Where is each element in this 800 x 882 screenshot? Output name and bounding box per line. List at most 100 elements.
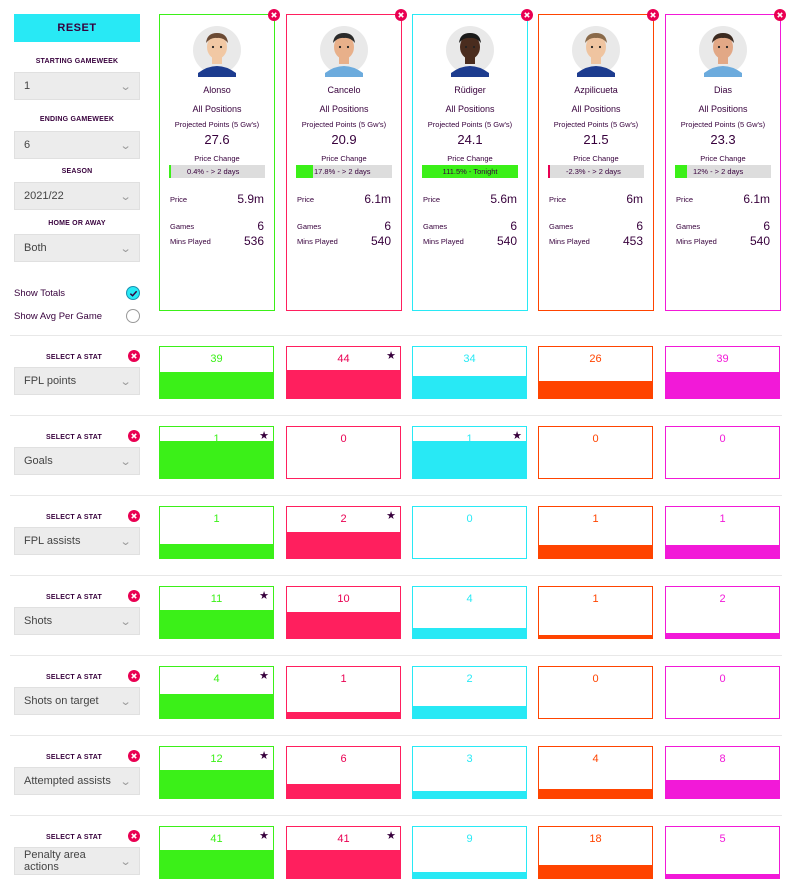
remove-stat-icon[interactable] <box>128 510 140 522</box>
star-icon: ★ <box>259 830 269 842</box>
chevron-down-icon: ⌄ <box>119 80 132 93</box>
projected-label: Projected Points (5 Gw's) <box>553 120 639 129</box>
projected-points: 23.3 <box>710 132 736 147</box>
price-value: 5.6m <box>490 192 517 206</box>
remove-player-icon[interactable] <box>395 9 407 21</box>
row-divider <box>10 735 782 736</box>
stat-tile: 12 ★ <box>159 746 274 799</box>
star-icon: ★ <box>386 830 396 842</box>
stat-fill-bar <box>413 791 526 798</box>
stat-select[interactable]: Shots on target ⌄ <box>14 687 140 715</box>
games-row: Games 6 <box>287 219 401 233</box>
stat-tile: 1 <box>665 506 780 559</box>
remove-stat-icon[interactable] <box>128 350 140 362</box>
stat-fill-bar <box>160 610 273 638</box>
projected-label: Projected Points (5 Gw's) <box>174 120 260 129</box>
stat-fill-bar <box>287 612 400 638</box>
stat-tile: 39 <box>159 346 274 399</box>
remove-stat-icon[interactable] <box>128 430 140 442</box>
player-name: Azpilicueta <box>574 85 618 95</box>
stat-value: 0 <box>592 673 599 685</box>
stat-select-value: Shots <box>24 615 53 627</box>
remove-stat-icon[interactable] <box>128 830 140 842</box>
games-value: 6 <box>763 219 770 233</box>
stat-select[interactable]: Goals ⌄ <box>14 447 140 475</box>
price-row: Price 6.1m <box>287 192 401 206</box>
stat-select-value: Attempted assists <box>24 775 111 787</box>
remove-stat-icon[interactable] <box>128 590 140 602</box>
stat-value: 0 <box>719 673 726 685</box>
remove-stat-icon[interactable] <box>128 750 140 762</box>
ending-gameweek-select[interactable]: 6 ⌄ <box>14 131 140 159</box>
stat-fill-bar <box>666 545 779 558</box>
projected-label: Projected Points (5 Gw's) <box>680 120 766 129</box>
show-avg-toggle[interactable]: Show Avg Per Game <box>14 307 140 325</box>
stat-fill-bar <box>413 376 526 398</box>
stat-fill-bar <box>160 850 273 878</box>
home-away-select[interactable]: Both ⌄ <box>14 234 140 262</box>
price-change-label: Price Change <box>700 154 746 163</box>
remove-player-icon[interactable] <box>647 9 659 21</box>
checkmark-icon[interactable] <box>126 286 140 300</box>
stat-tile: 4 <box>538 746 653 799</box>
stat-tile: 6 <box>286 746 401 799</box>
remove-player-icon[interactable] <box>521 9 533 21</box>
select-stat-label: SELECT A STAT <box>46 754 102 761</box>
stat-tile: 41 ★ <box>159 826 274 879</box>
remove-player-icon[interactable] <box>268 9 280 21</box>
projected-points: 20.9 <box>331 132 357 147</box>
player-name: Dias <box>713 85 732 95</box>
remove-stat-icon[interactable] <box>128 670 140 682</box>
stat-value: 34 <box>463 353 476 365</box>
stat-select[interactable]: FPL points ⌄ <box>14 367 140 395</box>
show-totals-label: Show Totals <box>14 287 66 299</box>
stat-fill-bar <box>160 544 273 558</box>
stat-tile: 34 <box>412 346 527 399</box>
select-stat-label: SELECT A STAT <box>46 594 102 601</box>
show-avg-label: Show Avg Per Game <box>14 310 103 322</box>
stat-value: 8 <box>719 753 726 765</box>
stat-select[interactable]: FPL assists ⌄ <box>14 527 140 555</box>
player-card: Dias All Positions Projected Points (5 G… <box>665 9 786 311</box>
stat-select[interactable]: Attempted assists ⌄ <box>14 767 140 795</box>
stat-value: 4 <box>592 753 599 765</box>
price-change-text: 12% - > 2 days <box>693 167 744 176</box>
stat-value: 1 <box>340 673 347 685</box>
mins-row: Mins Played 540 <box>287 234 401 248</box>
stat-value: 3 <box>466 753 473 765</box>
starting-gameweek-select[interactable]: 1 ⌄ <box>14 72 140 100</box>
price-value: 5.9m <box>237 192 264 206</box>
chevron-down-icon: ⌄ <box>119 375 132 388</box>
stat-value: 4 <box>213 673 220 685</box>
stat-tile: 26 <box>538 346 653 399</box>
player-card: Rüdiger All Positions Projected Points (… <box>412 9 533 311</box>
radio-icon[interactable] <box>126 309 140 323</box>
games-value: 6 <box>636 219 643 233</box>
price-row: Price 5.9m <box>160 192 274 206</box>
stat-tile: 0 <box>412 506 527 559</box>
projected-points: 21.5 <box>583 132 609 147</box>
mins-value: 453 <box>622 234 643 248</box>
reset-button[interactable]: RESET <box>14 14 140 42</box>
stat-fill-bar <box>160 372 273 398</box>
stat-tile: 1 ★ <box>412 426 527 479</box>
player-name: Rüdiger <box>454 85 486 95</box>
chevron-down-icon: ⌄ <box>119 695 132 708</box>
mins-value: 540 <box>370 234 391 248</box>
price-change-fill <box>296 165 314 178</box>
stat-select-value: FPL points <box>24 375 77 387</box>
stat-select[interactable]: Penalty area actions ⌄ <box>14 847 140 875</box>
star-icon: ★ <box>386 350 396 362</box>
show-totals-toggle[interactable]: Show Totals <box>14 284 140 302</box>
stat-select[interactable]: Shots ⌄ <box>14 607 140 635</box>
games-label: Games <box>170 221 195 231</box>
stat-fill-bar <box>287 850 400 878</box>
stat-tile: 0 <box>286 426 401 479</box>
price-value: 6.1m <box>743 192 770 206</box>
star-icon: ★ <box>259 430 269 442</box>
remove-player-icon[interactable] <box>774 9 786 21</box>
season-select[interactable]: 2021/22 ⌄ <box>14 182 140 210</box>
stat-value: 4 <box>466 593 473 605</box>
player-avatar <box>571 25 621 77</box>
player-card: Alonso All Positions Projected Points (5… <box>159 9 280 311</box>
